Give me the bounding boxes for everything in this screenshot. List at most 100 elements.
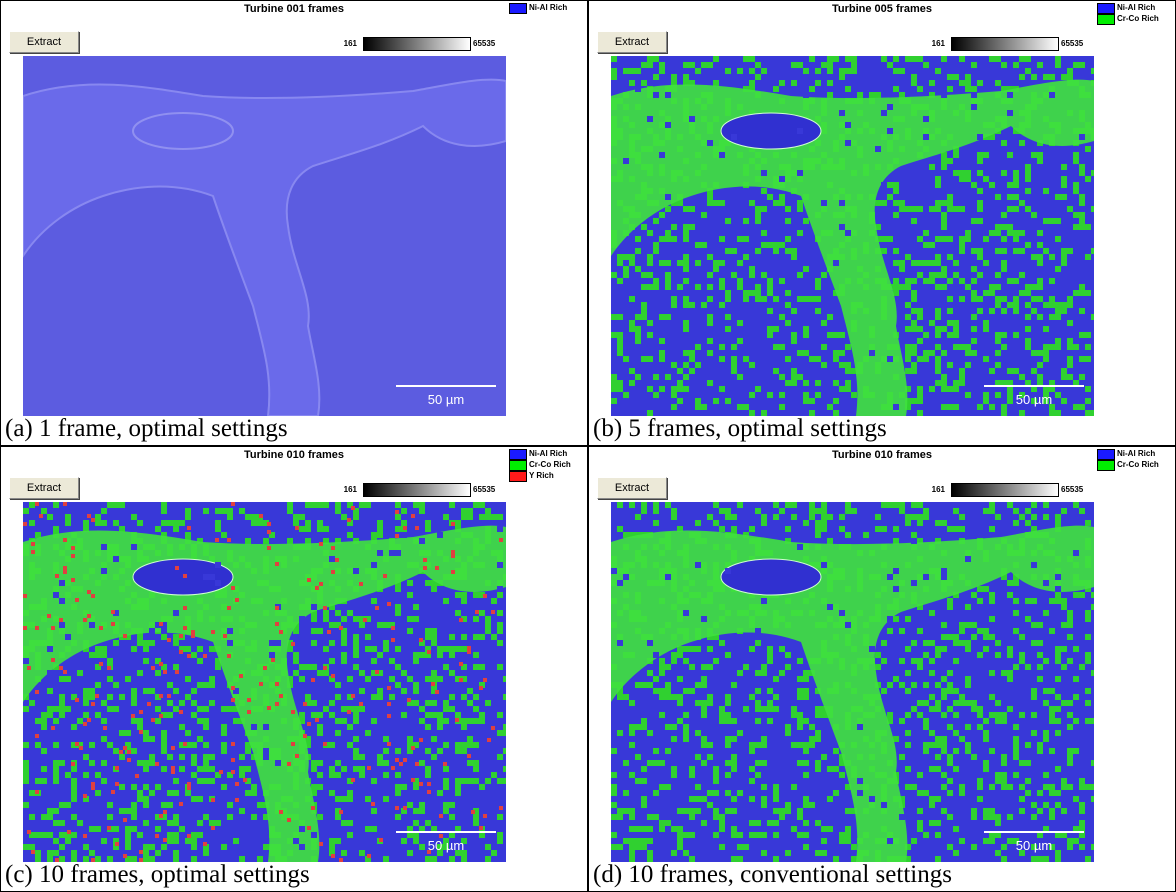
speckle bbox=[1085, 290, 1091, 296]
speckle bbox=[1037, 652, 1043, 658]
speckle bbox=[119, 808, 125, 814]
speckle bbox=[1055, 308, 1061, 314]
extract-button[interactable]: Extract bbox=[597, 477, 667, 499]
speckle bbox=[797, 664, 803, 670]
speckle bbox=[617, 526, 623, 532]
extract-button[interactable]: Extract bbox=[9, 31, 79, 53]
speckle bbox=[455, 592, 461, 598]
speckle-red bbox=[291, 742, 295, 746]
speckle bbox=[899, 754, 905, 760]
speckle bbox=[671, 74, 677, 80]
speckle bbox=[41, 724, 47, 730]
speckle bbox=[947, 332, 953, 338]
speckle bbox=[353, 568, 359, 574]
speckle bbox=[137, 790, 143, 796]
speckle bbox=[467, 760, 473, 766]
speckle bbox=[1043, 856, 1049, 862]
speckle bbox=[659, 62, 665, 68]
speckle bbox=[251, 520, 257, 526]
speckle bbox=[701, 796, 707, 802]
speckle bbox=[371, 646, 377, 652]
speckle bbox=[731, 766, 737, 772]
speckle bbox=[1043, 610, 1049, 616]
speckle bbox=[1001, 212, 1007, 218]
legend-label: Cr-Co Rich bbox=[1117, 14, 1159, 23]
speckle bbox=[755, 670, 761, 676]
speckle bbox=[53, 694, 59, 700]
speckle bbox=[761, 514, 767, 520]
speckle bbox=[263, 754, 269, 760]
speckle-red bbox=[427, 650, 431, 654]
speckle bbox=[653, 368, 659, 374]
speckle bbox=[413, 808, 419, 814]
speckle bbox=[911, 580, 917, 586]
speckle bbox=[1007, 194, 1013, 200]
speckle bbox=[473, 742, 479, 748]
speckle bbox=[491, 514, 497, 520]
speckle bbox=[209, 778, 215, 784]
speckle bbox=[623, 790, 629, 796]
speckle bbox=[1049, 628, 1055, 634]
speckle bbox=[473, 682, 479, 688]
speckle bbox=[839, 350, 845, 356]
speckle bbox=[845, 380, 851, 386]
speckle bbox=[1049, 92, 1055, 98]
speckle bbox=[191, 838, 197, 844]
speckle-red bbox=[287, 762, 291, 766]
speckle bbox=[335, 610, 341, 616]
speckle bbox=[1031, 598, 1037, 604]
speckle bbox=[731, 826, 737, 832]
speckle bbox=[821, 272, 827, 278]
speckle bbox=[689, 356, 695, 362]
speckle bbox=[329, 556, 335, 562]
speckle bbox=[347, 820, 353, 826]
speckle bbox=[965, 176, 971, 182]
speckle bbox=[1013, 598, 1019, 604]
speckle bbox=[1067, 610, 1073, 616]
speckle-red bbox=[139, 710, 143, 714]
extract-button[interactable]: Extract bbox=[597, 31, 667, 53]
speckle bbox=[923, 332, 929, 338]
panel-title: Turbine 001 frames bbox=[1, 3, 587, 15]
speckle bbox=[371, 532, 377, 538]
speckle bbox=[761, 272, 767, 278]
speckle bbox=[155, 670, 161, 676]
speckle bbox=[803, 676, 809, 682]
speckle bbox=[713, 814, 719, 820]
speckle bbox=[1061, 778, 1067, 784]
speckle bbox=[1037, 664, 1043, 670]
speckle bbox=[1025, 164, 1031, 170]
inclusion bbox=[721, 113, 821, 149]
speckle bbox=[407, 850, 413, 856]
speckle bbox=[935, 326, 941, 332]
speckle bbox=[185, 724, 191, 730]
speckle bbox=[827, 392, 833, 398]
speckle bbox=[41, 712, 47, 718]
speckle bbox=[1043, 688, 1049, 694]
speckle bbox=[941, 676, 947, 682]
speckle bbox=[971, 808, 977, 814]
speckle-red bbox=[151, 718, 155, 722]
speckle bbox=[47, 670, 53, 676]
speckle bbox=[641, 682, 647, 688]
speckle bbox=[911, 188, 917, 194]
speckle bbox=[149, 850, 155, 856]
speckle bbox=[893, 532, 899, 538]
speckle bbox=[743, 296, 749, 302]
extract-button[interactable]: Extract bbox=[9, 477, 79, 499]
speckle bbox=[1055, 766, 1061, 772]
speckle bbox=[89, 682, 95, 688]
speckle bbox=[677, 850, 683, 856]
speckle bbox=[125, 838, 131, 844]
speckle bbox=[461, 778, 467, 784]
speckle bbox=[1073, 502, 1079, 508]
speckle bbox=[1043, 502, 1049, 508]
speckle bbox=[29, 502, 35, 508]
speckle bbox=[935, 682, 941, 688]
speckle-red bbox=[231, 770, 235, 774]
speckle bbox=[53, 706, 59, 712]
speckle bbox=[995, 164, 1001, 170]
speckle bbox=[1055, 218, 1061, 224]
speckle bbox=[833, 380, 839, 386]
speckle bbox=[641, 724, 647, 730]
